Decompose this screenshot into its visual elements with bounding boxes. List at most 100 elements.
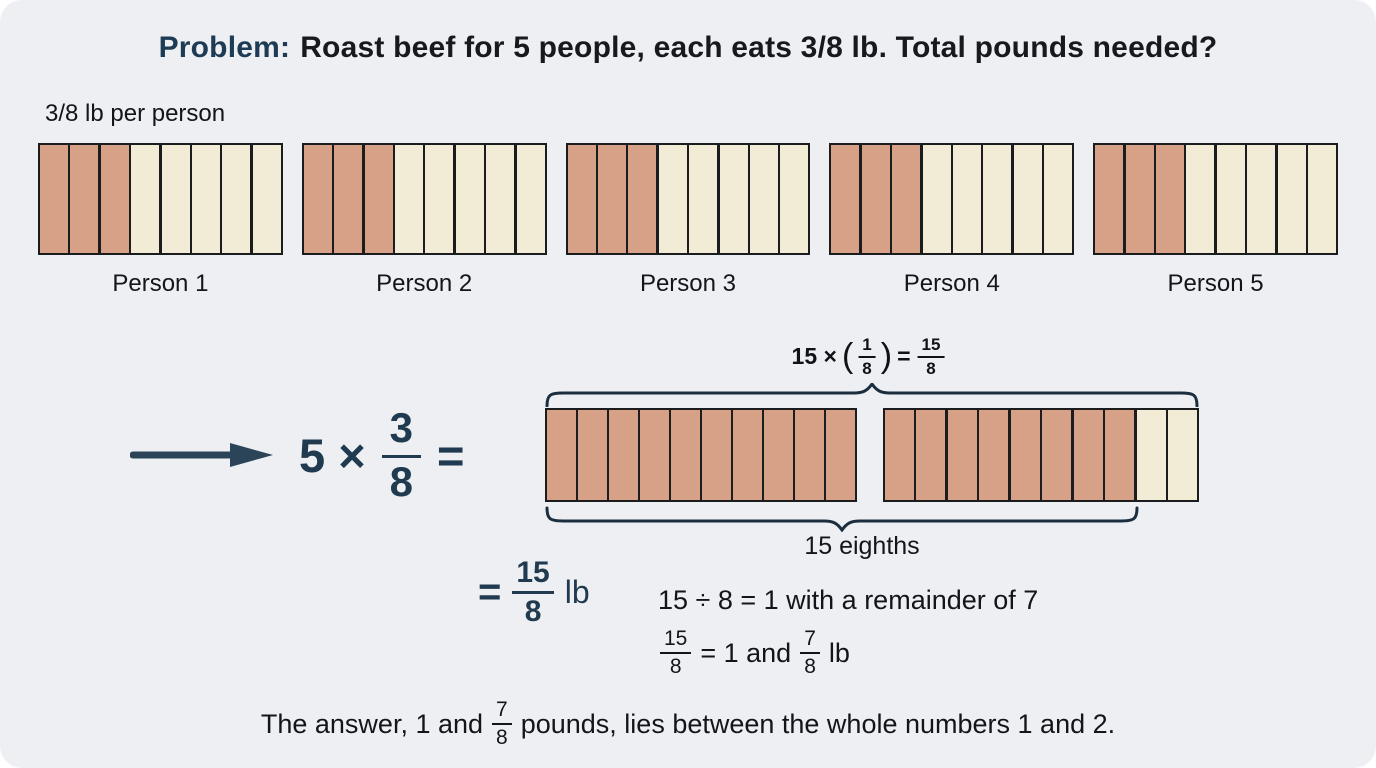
unshaded-cell — [222, 145, 251, 253]
unshaded-cell — [486, 145, 515, 253]
shaded-cell — [1010, 410, 1040, 500]
shaded-cell — [334, 145, 363, 253]
person-bar-group: Person 5 — [1093, 143, 1338, 298]
person-label: Person 1 — [112, 270, 209, 297]
fraction-bar — [38, 143, 283, 255]
top-brace-icon — [545, 383, 1199, 407]
fraction-bar — [565, 143, 811, 255]
division-fraction-1: 15 8 — [660, 627, 692, 678]
unshaded-cell — [395, 145, 423, 253]
person-label: Person 4 — [903, 270, 1000, 297]
person-label: Person 2 — [376, 270, 473, 297]
annotation-result-fraction: 15 8 — [917, 336, 945, 378]
unshaded-cell — [983, 145, 1012, 253]
unshaded-cell — [1277, 145, 1306, 253]
unshaded-cell — [1247, 145, 1276, 253]
conclusion-suffix: pounds, lies between the whole numbers 1… — [520, 708, 1116, 739]
fraction-bar — [301, 143, 547, 255]
unshaded-cell — [922, 145, 951, 253]
division-middle: = 1 and — [700, 637, 792, 668]
shaded-cell — [1073, 410, 1103, 500]
person-label: Person 3 — [639, 270, 737, 297]
person-bar-group: Person 2 — [301, 143, 547, 298]
unshaded-cell — [1136, 410, 1166, 500]
shaded-cell — [1095, 145, 1124, 253]
shaded-cell — [979, 410, 1009, 500]
unshaded-cell — [425, 145, 454, 253]
equation-equals: = — [437, 428, 465, 482]
shaded-cell — [892, 145, 921, 253]
shaded-cell — [578, 410, 607, 500]
person-bar-group: Person 4 — [829, 143, 1075, 298]
shaded-cell — [885, 410, 914, 500]
eighths-label: 15 eighths — [804, 532, 920, 560]
result-fraction: 15 8 — [512, 557, 554, 627]
unshaded-cell — [750, 145, 778, 253]
shaded-cell — [547, 410, 576, 500]
annotation-prefix: 15 × — [791, 343, 837, 370]
shaded-cell — [861, 145, 890, 253]
page-title: Problem: Roast beef for 5 people, each ea… — [0, 31, 1376, 65]
shaded-cell — [1042, 410, 1072, 500]
grouping-annotation: 15 × ( 1 8 ) = 15 8 — [792, 336, 945, 378]
shaded-cell — [640, 410, 669, 500]
unshaded-cell — [1186, 145, 1215, 253]
shaded-cell — [567, 145, 596, 253]
shaded-cell — [303, 145, 332, 253]
shaded-cell — [916, 410, 946, 500]
shaded-cell — [795, 410, 824, 500]
shaded-cell — [628, 145, 657, 253]
conclusion-fraction: 7 8 — [492, 698, 512, 749]
person-bar-group: Person 3 — [565, 143, 811, 298]
unshaded-cell — [131, 145, 160, 253]
unshaded-cell — [252, 145, 281, 253]
conclusion-prefix: The answer, 1 and — [260, 708, 484, 739]
total-bar — [545, 408, 1199, 502]
unshaded-cell — [953, 145, 981, 253]
division-line1: 15 ÷ 8 = 1 with a remainder of 7 — [658, 585, 1039, 615]
division-line2: 15 8 = 1 and 7 8 lb — [660, 627, 850, 679]
fraction-bar — [545, 408, 857, 502]
unshaded-cell — [1216, 145, 1245, 253]
problem-label: Problem: — [158, 31, 291, 64]
shaded-cell — [609, 410, 638, 500]
per-person-caption: 3/8 lb per person — [45, 100, 226, 127]
equation-fraction: 3 8 — [381, 406, 422, 503]
main-equation: 5 × 3 8 = — [299, 404, 464, 506]
unshaded-cell — [658, 145, 687, 253]
unshaded-cell — [689, 145, 718, 253]
shaded-cell — [826, 410, 855, 500]
person-bars-row: Person 1 Person 2 Person 3 Person 4 Person 5 — [38, 143, 1338, 298]
unshaded-cell — [192, 145, 220, 253]
person-bar-group: Person 1 — [38, 143, 283, 298]
unshaded-cell — [719, 145, 748, 253]
person-label: Person 5 — [1167, 270, 1264, 297]
problem-text: Roast beef for 5 people, each eats 3/8 l… — [300, 31, 1218, 64]
unshaded-cell — [1168, 410, 1198, 500]
shaded-cell — [947, 410, 977, 500]
unshaded-cell — [1013, 145, 1042, 253]
shaded-cell — [100, 145, 129, 253]
division-fraction-2: 7 8 — [800, 627, 820, 678]
shaded-cell — [1125, 145, 1154, 253]
equation-factor: 5 × — [299, 428, 366, 482]
fraction-bar — [1093, 143, 1338, 255]
shaded-cell — [831, 145, 860, 253]
shaded-cell — [598, 145, 626, 253]
unshaded-cell — [455, 145, 484, 253]
result-line: = 15 8 lb — [478, 550, 590, 634]
shaded-cell — [70, 145, 99, 253]
result-equals: = — [478, 569, 502, 614]
fraction-bar — [829, 143, 1075, 255]
arrow-right-icon — [130, 443, 273, 467]
conclusion-sentence: The answer, 1 and 7 8 pounds, lies betwe… — [0, 698, 1376, 750]
shaded-cell — [733, 410, 762, 500]
unshaded-cell — [161, 145, 190, 253]
paren-close: ) — [880, 337, 893, 376]
annotation-equals: = — [897, 343, 911, 370]
shaded-cell — [702, 410, 731, 500]
shaded-cell — [40, 145, 68, 253]
shaded-cell — [671, 410, 700, 500]
